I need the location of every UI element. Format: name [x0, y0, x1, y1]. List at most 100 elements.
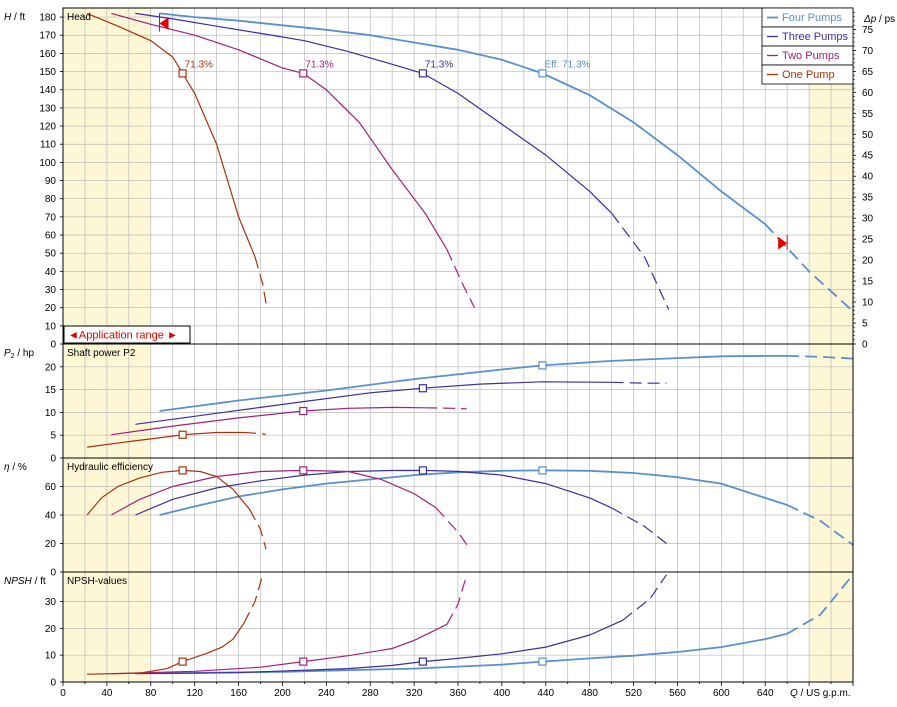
panel-title-eff: Hydraulic efficiency — [67, 462, 153, 473]
legend-item-one-pump — [761, 64, 854, 85]
y-tick-label: 20 — [45, 362, 57, 373]
eff-marker-two-pumps — [299, 466, 308, 475]
eff-curve-three-pumps — [135, 469, 612, 516]
legend-label-one-pump: One Pump — [782, 69, 835, 81]
power-curve-dashed-two-pumps — [425, 407, 467, 410]
y-tick-label: 150 — [39, 67, 56, 78]
y-tick-label: 10 — [45, 321, 57, 332]
head-curve-three-pumps — [135, 12, 613, 214]
power-marker-one-pump — [178, 430, 187, 439]
y-tick-label: 60 — [45, 482, 57, 493]
right-tick-label: 45 — [862, 151, 874, 162]
right-tick-label: 25 — [862, 235, 874, 246]
y-tick-label: 180 — [39, 13, 56, 24]
eff-curve-one-pump — [86, 469, 250, 516]
y-tick-label: 40 — [45, 267, 57, 278]
y-tick-label: 160 — [39, 49, 56, 60]
eff-marker-one-pump — [178, 466, 187, 475]
right-axis-label: Δp / ps — [863, 14, 895, 25]
eff-curve-dashed-three-pumps — [611, 507, 667, 544]
y-axis-label-eff: η / % — [4, 462, 27, 473]
application-range-box — [63, 325, 191, 344]
right-tick-label: 35 — [862, 193, 874, 204]
efficiency-label-one-pump: 71.3% — [185, 59, 213, 70]
y-axis-label-npsh: NPSH / ft — [4, 576, 46, 587]
right-tick-label: 10 — [862, 298, 874, 309]
y-tick-label: 10 — [45, 651, 57, 662]
panel-title-npsh: NPSH-values — [67, 576, 127, 587]
y-tick-label: 10 — [45, 408, 57, 419]
y-axis-label-head: H / ft — [4, 12, 25, 23]
right-tick-label: 20 — [862, 256, 874, 267]
right-tick-label: 40 — [862, 172, 874, 183]
y-tick-label: 140 — [39, 85, 56, 96]
npsh-curve-four-pumps — [159, 632, 788, 675]
app-range-left-arrow — [159, 17, 169, 30]
power-marker-three-pumps — [418, 384, 427, 393]
right-tick-label: 5 — [862, 319, 868, 330]
y-tick-label: 30 — [45, 597, 57, 608]
x-tick-label: 320 — [406, 688, 423, 699]
right-tick-label: 70 — [862, 46, 874, 57]
x-tick-label: 560 — [669, 688, 686, 699]
y-tick-label: 40 — [45, 511, 57, 522]
y-tick-label: 110 — [40, 140, 56, 151]
x-tick-label: 240 — [318, 688, 335, 699]
npsh-curve-dashed-one-pump — [243, 574, 264, 624]
head-marker-two-pumps — [299, 69, 308, 78]
right-tick-label: 65 — [862, 67, 874, 78]
x-tick-label: 160 — [230, 688, 247, 699]
app-range-right-arrow — [778, 236, 788, 250]
y-tick-label: 20 — [45, 624, 57, 635]
y-tick-label: 90 — [45, 176, 57, 187]
y-tick-label: 100 — [39, 158, 56, 169]
right-tick-label: 55 — [862, 109, 874, 120]
npsh-curve-three-pumps — [135, 619, 623, 675]
npsh-marker-two-pumps — [299, 657, 308, 666]
x-tick-label: 400 — [494, 688, 511, 699]
right-tick-label: 75 — [862, 25, 874, 36]
y-tick-label: 130 — [39, 103, 56, 114]
y-tick-label: 0 — [50, 340, 56, 351]
right-tick-label: 50 — [862, 130, 874, 141]
eff-marker-three-pumps — [418, 466, 427, 475]
npsh-curve-one-pump — [87, 622, 245, 675]
application-range-label: ◄Application range ► — [68, 330, 178, 342]
panel-title-head: Head — [67, 12, 91, 23]
efficiency-label-two-pumps: 71.3% — [305, 59, 333, 70]
eff-curve-four-pumps — [159, 469, 788, 516]
y-tick-label: 15 — [45, 385, 57, 396]
npsh-curve-dashed-three-pumps — [622, 574, 667, 621]
y-tick-label: 20 — [45, 303, 57, 314]
y-tick-label: 80 — [45, 194, 57, 205]
head-curve-four-pumps — [159, 12, 766, 225]
panel-title-power: Shaft power P2 — [67, 348, 136, 359]
x-axis-label: Q / US g.p.m. — [790, 688, 851, 699]
power-curve-dashed-one-pump — [243, 431, 267, 435]
head-curve-dashed-three-pumps — [611, 212, 670, 310]
y-axis-label-power: P2 / hp — [4, 348, 34, 360]
eff-curve-dashed-one-pump — [248, 509, 267, 550]
y-tick-label: 20 — [45, 539, 57, 550]
npsh-curve-two-pumps — [111, 623, 448, 675]
x-tick-label: 480 — [581, 688, 598, 699]
y-tick-label: 120 — [39, 122, 56, 133]
y-tick-label: 60 — [45, 231, 57, 242]
npsh-marker-three-pumps — [418, 657, 427, 666]
x-tick-label: 280 — [362, 688, 379, 699]
head-curve-dashed-two-pumps — [446, 249, 476, 308]
x-tick-label: 640 — [757, 688, 774, 699]
y-tick-label: 30 — [45, 285, 57, 296]
y-tick-label: 50 — [45, 249, 57, 260]
y-tick-label: 0 — [50, 568, 56, 579]
head-curve-dashed-one-pump — [254, 256, 268, 310]
y-tick-label: 5 — [50, 431, 56, 442]
right-tick-label: 0 — [862, 340, 868, 351]
x-tick-label: 440 — [537, 688, 554, 699]
npsh-marker-one-pump — [178, 657, 187, 666]
y-tick-label: 170 — [39, 31, 56, 42]
x-tick-label: 360 — [450, 688, 467, 699]
legend-label-two-pumps: Two Pumps — [782, 50, 840, 62]
head-marker-one-pump — [178, 69, 187, 78]
